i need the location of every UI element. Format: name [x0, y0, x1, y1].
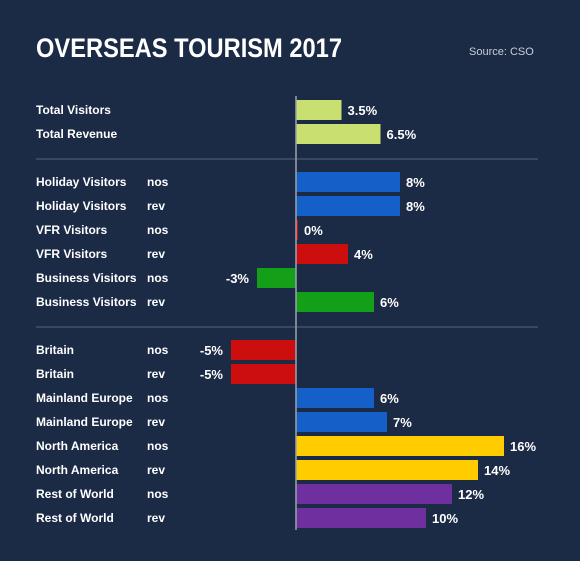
kind-label-holiday-visitors-rev: rev [147, 199, 165, 213]
bar-business-visitors-rev [296, 292, 374, 312]
kind-label-mainland-europe-rev: rev [147, 415, 165, 429]
kind-label-vfr-visitors-rev: rev [147, 247, 165, 261]
value-label-mainland-europe-nos: 6% [380, 391, 399, 406]
row-label-rest-of-world-rev: Rest of World [36, 511, 114, 525]
bar-total-visitors [296, 100, 342, 120]
value-label-vfr-visitors-nos: 0% [304, 223, 323, 238]
kind-label-mainland-europe-nos: nos [147, 391, 169, 405]
row-label-mainland-europe-nos: Mainland Europe [36, 391, 133, 405]
value-label-business-visitors-rev: 6% [380, 295, 399, 310]
value-label-rest-of-world-nos: 12% [458, 487, 484, 502]
bar-holiday-visitors-rev [296, 196, 400, 216]
row-label-mainland-europe-rev: Mainland Europe [36, 415, 133, 429]
bar-britain-nos [231, 340, 296, 360]
row-label-holiday-visitors-rev: Holiday Visitors [36, 199, 127, 213]
row-label-north-america-nos: North America [36, 439, 119, 453]
value-label-north-america-rev: 14% [484, 463, 510, 478]
row-label-business-visitors-nos: Business Visitors [36, 271, 137, 285]
value-label-total-visitors: 3.5% [348, 103, 378, 118]
bar-rest-of-world-rev [296, 508, 426, 528]
value-label-vfr-visitors-rev: 4% [354, 247, 373, 262]
row-label-holiday-visitors-nos: Holiday Visitors [36, 175, 127, 189]
value-label-north-america-nos: 16% [510, 439, 536, 454]
bar-holiday-visitors-nos [296, 172, 400, 192]
bar-rest-of-world-nos [296, 484, 452, 504]
kind-label-britain-rev: rev [147, 367, 165, 381]
row-label-rest-of-world-nos: Rest of World [36, 487, 114, 501]
bar-north-america-rev [296, 460, 478, 480]
row-label-britain-nos: Britain [36, 343, 74, 357]
source-note: Source: CSO [469, 46, 534, 58]
bar-business-visitors-nos [257, 268, 296, 288]
row-label-britain-rev: Britain [36, 367, 74, 381]
kind-label-north-america-nos: nos [147, 439, 169, 453]
value-label-britain-rev: -5% [200, 367, 224, 382]
bar-vfr-visitors-rev [296, 244, 348, 264]
kind-label-rest-of-world-nos: nos [147, 487, 169, 501]
chart-title: OVERSEAS TOURISM 2017 [36, 33, 342, 63]
value-label-mainland-europe-rev: 7% [393, 415, 412, 430]
value-label-business-visitors-nos: -3% [226, 271, 250, 286]
value-label-holiday-visitors-nos: 8% [406, 175, 425, 190]
bars-layer [231, 100, 504, 528]
labels-layer: Total Visitors 3.5% Total Revenue 6.5% Holid… [36, 103, 536, 526]
bar-vfr-visitors-nos [296, 220, 298, 240]
row-label-vfr-visitors-nos: VFR Visitors [36, 223, 107, 237]
kind-label-vfr-visitors-nos: nos [147, 223, 169, 237]
row-label-total-visitors: Total Visitors [36, 103, 111, 117]
kind-label-north-america-rev: rev [147, 463, 165, 477]
row-label-business-visitors-rev: Business Visitors [36, 295, 137, 309]
bar-mainland-europe-rev [296, 412, 387, 432]
value-label-total-revenue: 6.5% [387, 127, 417, 142]
kind-label-britain-nos: nos [147, 343, 169, 357]
row-label-north-america-rev: North America [36, 463, 119, 477]
group-separators [36, 158, 538, 328]
value-label-holiday-visitors-rev: 8% [406, 199, 425, 214]
kind-label-business-visitors-rev: rev [147, 295, 165, 309]
row-label-vfr-visitors-rev: VFR Visitors [36, 247, 107, 261]
kind-label-rest-of-world-rev: rev [147, 511, 165, 525]
bar-total-revenue [296, 124, 381, 144]
value-label-britain-nos: -5% [200, 343, 224, 358]
kind-label-holiday-visitors-nos: nos [147, 175, 169, 189]
bar-britain-rev [231, 364, 296, 384]
value-label-rest-of-world-rev: 10% [432, 511, 458, 526]
kind-label-business-visitors-nos: nos [147, 271, 169, 285]
bar-mainland-europe-nos [296, 388, 374, 408]
bar-north-america-nos [296, 436, 504, 456]
row-label-total-revenue: Total Revenue [36, 127, 117, 141]
